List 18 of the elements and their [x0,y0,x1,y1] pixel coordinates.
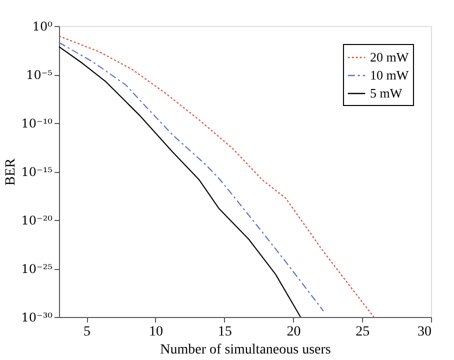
y-axis-title: BER [3,158,18,186]
y-tick-label: 10⁻³⁰ [21,310,53,324]
x-tick-label: 25 [356,324,370,340]
x-tick-label: 30 [418,324,432,340]
legend-label: 10 mW [370,68,410,82]
y-tick-label: 10⁻²⁰ [21,214,53,228]
x-tick-label: 20 [286,324,301,340]
legend-label: 5 mW [370,86,403,100]
x-axis-title: Number of simultaneous users [160,342,331,358]
x-tick-label: 15 [218,324,232,340]
x-tick-label: 10 [148,324,163,340]
y-tick-label: 10⁻¹⁰ [21,116,53,130]
y-tick-label: 10⁰ [32,20,53,34]
legend-label: 20 mW [370,50,410,64]
y-tick-label: 10⁻⁵ [26,68,53,82]
x-tick-label: 5 [84,324,91,340]
y-tick-label: 10⁻¹⁵ [21,165,53,179]
y-tick-label: 10⁻²⁵ [21,262,53,276]
